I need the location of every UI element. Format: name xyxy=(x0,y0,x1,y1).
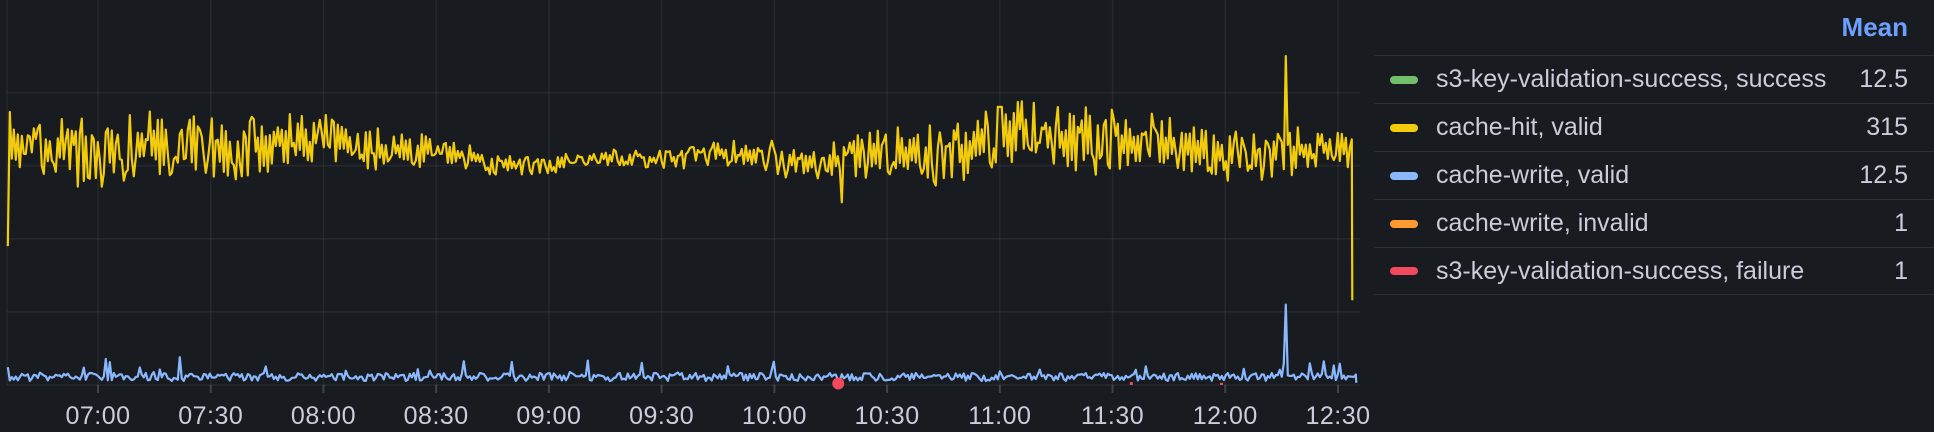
legend-header-row: Mean xyxy=(1374,0,1934,55)
legend-row[interactable]: s3-key-validation-success, success 12.5 xyxy=(1374,55,1934,103)
legend-row[interactable]: cache-write, valid 12.5 xyxy=(1374,151,1934,199)
series-line xyxy=(6,303,1358,383)
series-label[interactable]: cache-write, valid xyxy=(1436,161,1630,189)
series-color-swatch xyxy=(1390,267,1418,275)
series-mean-value: 1 xyxy=(1894,256,1908,285)
series-label[interactable]: s3-key-validation-success, failure xyxy=(1436,256,1805,285)
legend-row[interactable]: cache-hit, valid 315 xyxy=(1374,103,1934,151)
legend-table: Mean s3-key-validation-success, success … xyxy=(1374,0,1934,295)
series-label[interactable]: cache-write, invalid xyxy=(1436,209,1649,237)
series-s3-key-validation-success-failure xyxy=(832,377,1224,390)
plot-area[interactable]: 07:00 07:30 08:00 08:30 09:00 09:30 10:00 10:30… xyxy=(0,0,1400,432)
series-point-dot xyxy=(832,377,845,390)
series-label[interactable]: s3-key-validation-success, success xyxy=(1436,65,1827,93)
series-color-swatch xyxy=(1390,75,1418,84)
series-cache-hit-valid xyxy=(6,55,1354,301)
series-mean-value: 1 xyxy=(1894,209,1908,237)
series-color-swatch xyxy=(1390,171,1418,180)
legend-sort-mean[interactable]: Mean xyxy=(1841,12,1908,42)
series-mean-value: 12.5 xyxy=(1859,161,1908,189)
series-label[interactable]: cache-hit, valid xyxy=(1436,113,1603,141)
series-color-swatch xyxy=(1390,219,1418,228)
series-color-swatch xyxy=(1390,123,1418,132)
series-mean-value: 12.5 xyxy=(1859,65,1908,93)
series-cache-write-valid xyxy=(6,303,1358,383)
legend-row[interactable]: cache-write, invalid 1 xyxy=(1374,199,1934,247)
legend-row[interactable]: s3-key-validation-success, failure 1 xyxy=(1374,247,1934,295)
series-mean-value: 315 xyxy=(1866,113,1908,141)
chart-canvas xyxy=(6,0,1360,393)
series-line xyxy=(6,55,1354,301)
